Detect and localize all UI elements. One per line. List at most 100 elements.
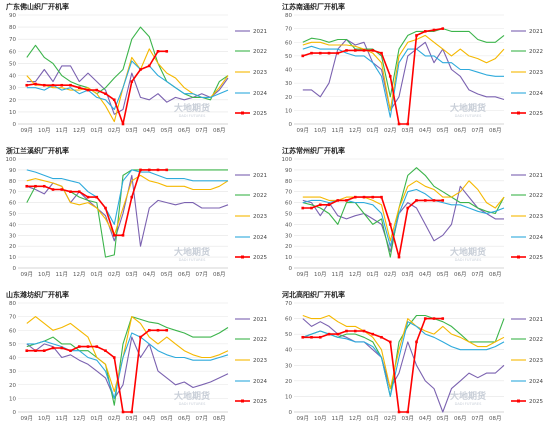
legend-marker-2025: [241, 255, 244, 259]
legend-label-2022: 2022: [529, 337, 543, 343]
series-marker-2025: [362, 49, 366, 52]
x-tick-label: 01月: [367, 415, 380, 422]
x-tick-label: 11月: [332, 271, 345, 278]
series-line-2023: [302, 314, 505, 390]
series-line-2021: [26, 65, 229, 115]
x-tick-label: 04月: [419, 415, 432, 422]
line-chart: 0 10 20 30 40 50 60 70 80 90 100 09月 10月 11月 12月 01月 02月…: [282, 157, 544, 278]
series-marker-2025: [345, 329, 348, 333]
series-line-2023: [26, 316, 229, 393]
y-tick-label: 90: [285, 168, 292, 174]
y-tick-label: 20: [285, 95, 292, 101]
series-marker-2025: [353, 49, 357, 52]
series-line-2024: [302, 321, 505, 397]
legend-label-2021: 2021: [253, 29, 267, 35]
x-tick-label: 05月: [161, 415, 174, 422]
x-tick-label: 06月: [454, 415, 467, 422]
y-tick-label: 20: [9, 383, 16, 389]
legend-label-2024: 2024: [253, 379, 267, 385]
y-tick-label: 50: [9, 342, 16, 348]
y-tick-label: 40: [9, 356, 16, 362]
legend-label-2025: 2025: [529, 399, 543, 405]
x-tick-label: 01月: [91, 127, 104, 134]
series-marker-2025: [380, 335, 383, 339]
watermark-text: 大地期货: [450, 390, 486, 402]
x-tick-label: 08月: [213, 127, 226, 134]
series-marker-2025: [147, 168, 151, 172]
x-tick-label: 10月: [314, 271, 327, 278]
x-tick-label: 05月: [437, 271, 450, 278]
y-tick-label: 100: [282, 157, 293, 163]
series-marker-2025: [165, 328, 169, 332]
legend-label-2024: 2024: [253, 235, 267, 241]
y-tick-label: 30: [9, 369, 16, 375]
y-tick-label: 30: [9, 233, 16, 239]
legend-label-2022: 2022: [529, 49, 543, 55]
series-line-2024: [26, 60, 229, 111]
y-tick-label: 10: [9, 396, 16, 402]
series-line-2024: [26, 332, 229, 399]
x-tick-label: 09月: [21, 127, 34, 134]
series-marker-2025: [353, 329, 357, 333]
series-marker-2025: [362, 195, 366, 199]
y-tick-label: 0: [13, 266, 17, 272]
x-tick-label: 06月: [178, 127, 191, 134]
series-marker-2025: [25, 349, 29, 352]
y-tick-label: 10: [285, 394, 292, 400]
watermark-text: 大地期货: [450, 246, 486, 258]
y-tick-label: 70: [9, 37, 16, 43]
watermark-text: 大地期货: [174, 390, 210, 402]
y-tick-label: 90: [9, 168, 16, 174]
series-line-2021: [302, 185, 504, 253]
y-tick-label: 80: [285, 179, 292, 185]
y-tick-label: 70: [285, 27, 292, 33]
series-marker-2025: [380, 51, 383, 55]
x-tick-label: 06月: [454, 127, 467, 134]
series-marker-2025: [34, 82, 37, 86]
series-marker-2025: [318, 335, 322, 339]
series-marker-2025: [77, 86, 81, 89]
series-marker-2025: [95, 88, 99, 92]
y-tick-label: 90: [9, 13, 16, 19]
x-tick-label: 08月: [213, 415, 226, 422]
series-marker-2025: [327, 332, 331, 336]
legend-marker-2025: [517, 399, 520, 403]
y-tick-label: 70: [285, 190, 292, 196]
legend-label-2023: 2023: [529, 214, 543, 220]
x-tick-label: 01月: [367, 271, 380, 278]
series-marker-2025: [318, 51, 322, 55]
x-tick-label: 10月: [38, 271, 51, 278]
series-marker-2025: [156, 328, 160, 332]
series-marker-2025: [380, 195, 383, 199]
series-line-2022: [302, 28, 505, 98]
series-line-2021: [26, 336, 229, 399]
chart-panel-changzhou: 0 10 20 30 40 50 60 70 80 90 100 09月 10月 11月 12月 01月 02月…: [278, 145, 550, 288]
legend-marker-2025: [517, 255, 520, 259]
series-marker-2025: [51, 188, 55, 191]
y-tick-label: 10: [285, 255, 292, 261]
x-tick-label: 10月: [38, 127, 51, 134]
y-tick-label: 80: [285, 13, 292, 19]
chart-panel-gaoyang: 0 10 20 30 40 50 60 70 09月 10月 11月 12月 01月 02月 03月 04月 0…: [278, 289, 550, 432]
x-tick-label: 02月: [108, 127, 121, 134]
legend-label-2024: 2024: [253, 91, 267, 97]
series-marker-2025: [60, 346, 64, 350]
series-marker-2025: [104, 92, 107, 96]
y-tick-label: 40: [285, 68, 292, 74]
series-marker-2025: [353, 195, 357, 199]
series-marker-2025: [345, 49, 348, 52]
series-marker-2025: [121, 410, 125, 414]
watermark-subtext: DADI FUTURES: [179, 114, 206, 118]
legend-label-2024: 2024: [529, 379, 543, 385]
y-tick-label: 20: [285, 379, 292, 385]
series-marker-2025: [112, 234, 116, 237]
y-tick-label: 60: [9, 201, 16, 207]
line-chart: 0 10 20 30 40 50 60 70 09月 10月 11月 12月 01月 02月 03月 04月 0…: [285, 301, 543, 422]
x-tick-label: 10月: [38, 415, 51, 422]
x-tick-label: 02月: [384, 127, 397, 134]
x-tick-label: 03月: [402, 415, 415, 422]
series-marker-2025: [104, 349, 107, 352]
y-tick-label: 0: [13, 122, 17, 128]
series-marker-2025: [345, 199, 348, 202]
